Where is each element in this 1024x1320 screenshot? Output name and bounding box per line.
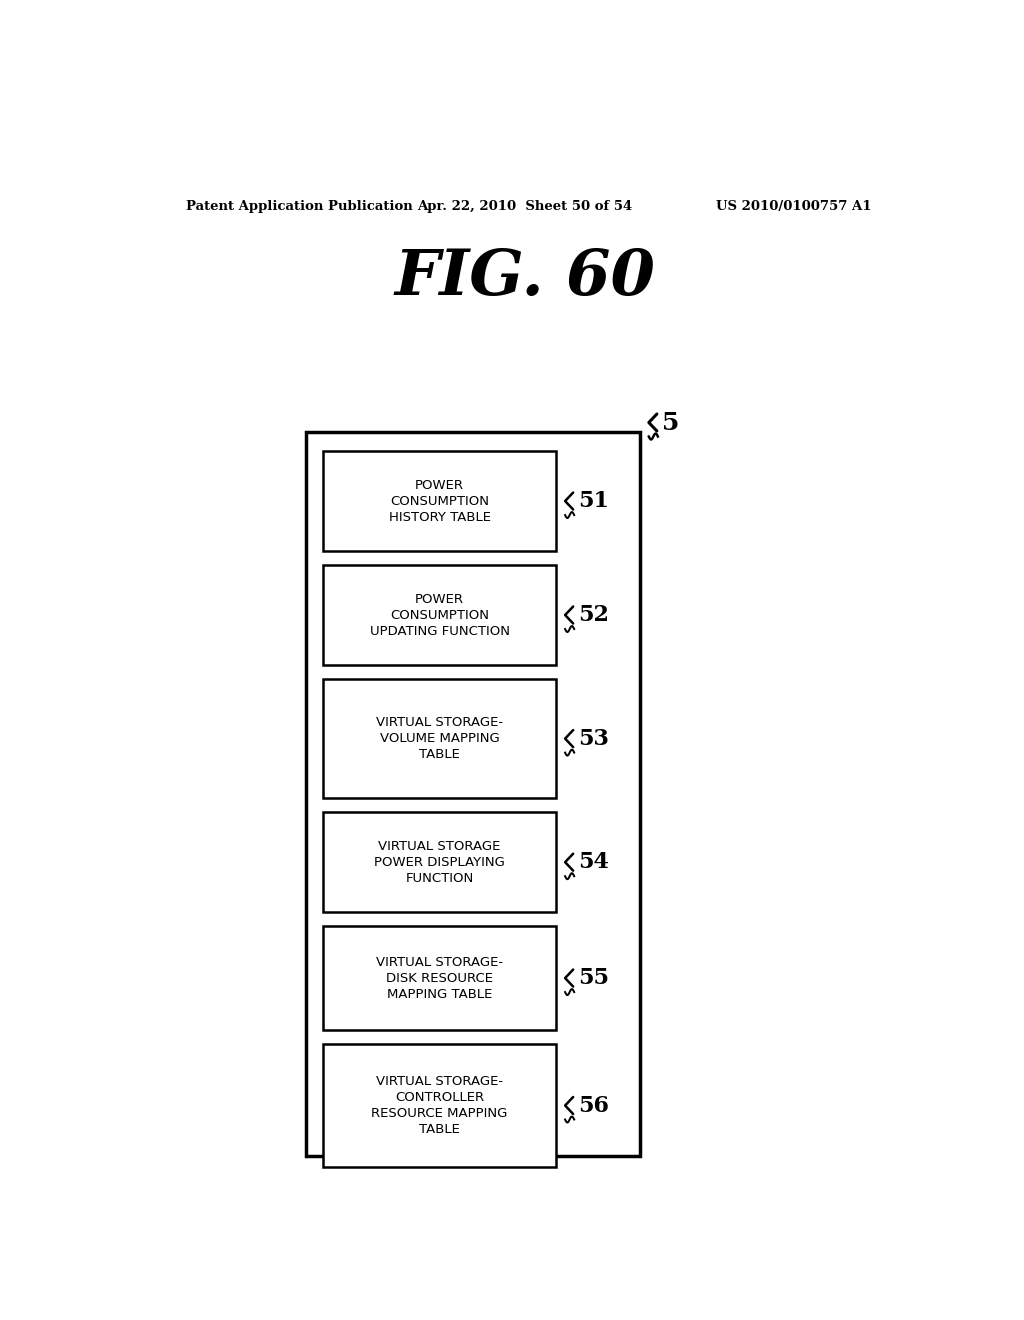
Text: FIG. 60: FIG. 60 — [394, 247, 655, 309]
Bar — [306, 432, 640, 1155]
Text: 52: 52 — [579, 605, 609, 626]
Bar — [324, 812, 556, 912]
Bar — [324, 451, 556, 552]
Text: POWER
CONSUMPTION
UPDATING FUNCTION: POWER CONSUMPTION UPDATING FUNCTION — [370, 593, 510, 638]
Text: VIRTUAL STORAGE-
DISK RESOURCE
MAPPING TABLE: VIRTUAL STORAGE- DISK RESOURCE MAPPING T… — [376, 956, 503, 1001]
Bar — [324, 565, 556, 665]
Bar — [324, 678, 556, 799]
Bar — [324, 1044, 556, 1167]
Text: Patent Application Publication: Patent Application Publication — [186, 199, 413, 213]
Text: 51: 51 — [579, 490, 609, 512]
Text: 53: 53 — [579, 727, 609, 750]
Text: VIRTUAL STORAGE-
CONTROLLER
RESOURCE MAPPING
TABLE: VIRTUAL STORAGE- CONTROLLER RESOURCE MAP… — [372, 1074, 508, 1137]
Text: POWER
CONSUMPTION
HISTORY TABLE: POWER CONSUMPTION HISTORY TABLE — [388, 479, 490, 524]
Text: VIRTUAL STORAGE-
VOLUME MAPPING
TABLE: VIRTUAL STORAGE- VOLUME MAPPING TABLE — [376, 715, 503, 762]
Text: Apr. 22, 2010  Sheet 50 of 54: Apr. 22, 2010 Sheet 50 of 54 — [417, 199, 633, 213]
Text: 56: 56 — [579, 1094, 609, 1117]
Text: US 2010/0100757 A1: US 2010/0100757 A1 — [717, 199, 872, 213]
Text: VIRTUAL STORAGE
POWER DISPLAYING
FUNCTION: VIRTUAL STORAGE POWER DISPLAYING FUNCTIO… — [374, 840, 505, 884]
Bar — [324, 927, 556, 1030]
Text: 55: 55 — [579, 968, 609, 989]
Text: 5: 5 — [662, 411, 679, 434]
Text: 54: 54 — [579, 851, 609, 874]
